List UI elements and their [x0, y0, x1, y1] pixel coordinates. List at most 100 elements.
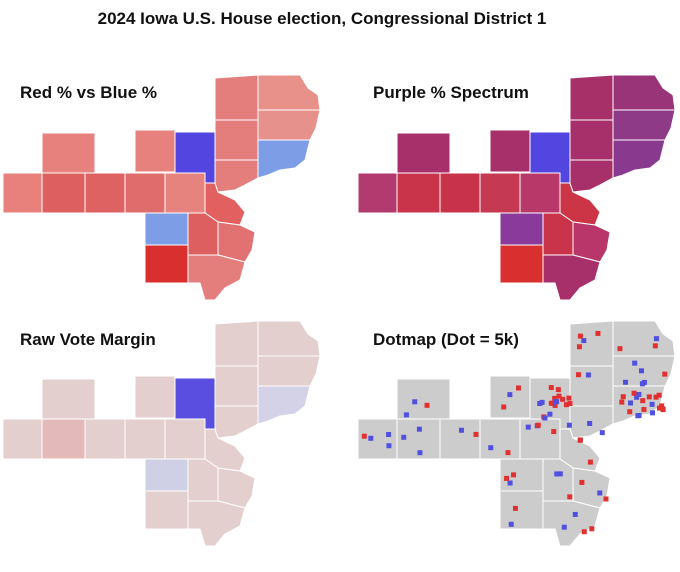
dot	[577, 437, 583, 443]
county	[214, 159, 259, 193]
county	[357, 172, 398, 214]
dot	[458, 427, 464, 433]
dot	[620, 394, 626, 400]
dot	[386, 443, 392, 449]
dot	[638, 368, 644, 374]
dot	[416, 426, 422, 432]
county	[257, 74, 321, 111]
panel-title: Purple % Spectrum	[373, 83, 529, 102]
map-panel: Raw Vote Margin	[2, 320, 321, 547]
county	[499, 490, 544, 530]
dot	[567, 401, 573, 407]
dot	[636, 391, 642, 397]
dot	[552, 395, 558, 401]
dot	[554, 471, 560, 477]
panel-title: Red % vs Blue %	[20, 83, 157, 102]
dot	[652, 343, 658, 349]
county	[214, 119, 259, 161]
dot	[560, 396, 566, 402]
dot	[525, 424, 531, 430]
county	[124, 172, 166, 214]
county	[612, 74, 676, 111]
dot	[589, 526, 595, 532]
county	[257, 320, 321, 357]
county	[499, 458, 544, 492]
county	[187, 254, 246, 301]
county	[612, 139, 666, 179]
dot	[508, 521, 514, 527]
dot	[639, 381, 645, 387]
dot	[488, 445, 494, 451]
dot	[627, 409, 633, 415]
county	[612, 109, 676, 141]
dot	[368, 435, 374, 441]
dot	[505, 450, 511, 456]
dot	[634, 394, 640, 400]
dot	[554, 399, 560, 405]
county	[84, 418, 126, 460]
dot	[656, 405, 662, 411]
county	[134, 375, 176, 419]
county	[612, 355, 676, 387]
dot	[641, 406, 647, 412]
dot	[576, 344, 582, 350]
county	[479, 418, 521, 460]
dot	[507, 480, 513, 486]
county	[542, 500, 601, 547]
panel-title: Raw Vote Margin	[20, 330, 156, 349]
dot	[635, 413, 641, 419]
dot	[547, 411, 553, 417]
dot	[662, 371, 668, 377]
county	[84, 172, 126, 214]
county	[396, 132, 451, 174]
dot	[628, 400, 634, 406]
county	[2, 172, 43, 214]
dot	[556, 393, 562, 399]
dot	[567, 494, 573, 500]
dot	[653, 336, 659, 342]
dot	[581, 338, 587, 344]
dot	[512, 505, 518, 511]
county	[569, 365, 614, 407]
county	[214, 320, 259, 367]
county	[257, 109, 321, 141]
county	[144, 490, 189, 530]
dot	[632, 360, 638, 366]
county	[542, 254, 601, 301]
panel-title: Dotmap (Dot = 5k)	[373, 330, 519, 349]
county	[2, 418, 43, 460]
county	[214, 365, 259, 407]
county	[214, 74, 259, 121]
county	[542, 212, 574, 256]
county	[569, 74, 614, 121]
dot	[581, 529, 587, 535]
dot	[660, 407, 666, 413]
dot	[656, 392, 662, 398]
county	[124, 418, 166, 460]
dot	[535, 422, 541, 428]
county	[144, 244, 189, 284]
county-layer	[357, 320, 676, 547]
dot	[603, 496, 609, 502]
dot	[587, 459, 593, 465]
dot	[403, 412, 409, 418]
map-panel: Red % vs Blue %	[2, 74, 321, 301]
dot	[401, 434, 407, 440]
county	[499, 244, 544, 284]
county	[612, 385, 666, 425]
county	[439, 172, 481, 214]
county	[357, 418, 398, 460]
dot	[649, 401, 655, 407]
county	[164, 172, 206, 214]
dot	[595, 330, 601, 336]
dot	[424, 402, 430, 408]
dot	[417, 450, 423, 456]
county	[489, 129, 531, 173]
dot	[646, 394, 652, 400]
dot	[501, 404, 507, 410]
dot	[412, 399, 418, 405]
county	[439, 418, 481, 460]
dot	[650, 410, 656, 416]
county	[41, 132, 96, 174]
